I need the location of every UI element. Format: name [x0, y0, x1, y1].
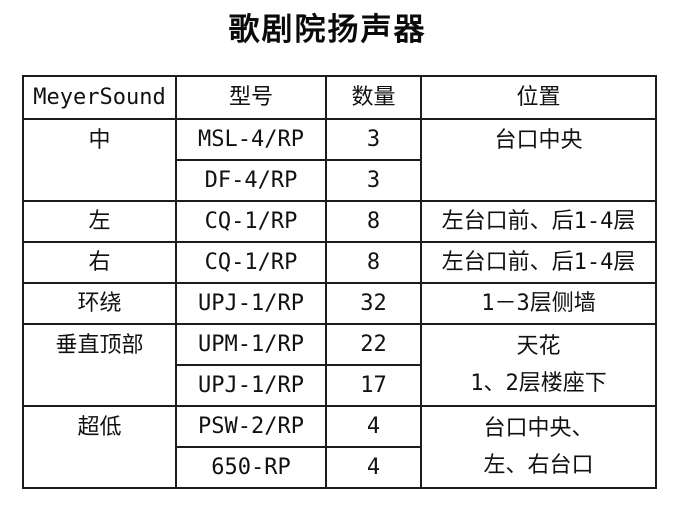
model-cell: PSW-2/RP	[175, 405, 327, 448]
location-cell: 台口中央	[420, 118, 657, 202]
header-row: MeyerSound 型号 数量 位置	[22, 75, 657, 120]
table-row: 中 MSL-4/RP 3 台口中央	[22, 118, 657, 202]
location-cell: 天花 1、2层楼座下	[420, 323, 657, 407]
qty-cell: 3	[325, 159, 422, 202]
document-page: 歌剧院扬声器 MeyerSound 型号 数量 位置 中 MSL-4/RP 3 …	[0, 11, 675, 509]
table-row: 650-RP 4	[23, 446, 656, 489]
location-line: 台口中央、	[483, 416, 594, 441]
table-row: 超低 PSW-2/RP 4 台口中央、 左、右台口	[22, 405, 657, 489]
location-cell: 左台口前、后1-4层	[420, 241, 657, 284]
location-cell: 左台口前、后1-4层	[420, 200, 657, 243]
location-cell: 台口中央、 左、右台口	[420, 405, 657, 489]
table-row: 左 CQ-1/RP 8 左台口前、后1-4层	[22, 200, 657, 243]
header-cell-meyersound: MeyerSound	[22, 75, 177, 120]
table-row: DF-4/RP 3	[23, 159, 656, 202]
page-title: 歌剧院扬声器	[228, 12, 427, 47]
location-line: 左、右台口	[483, 453, 594, 478]
qty-cell: 4	[325, 405, 422, 448]
header-cell-location: 位置	[420, 75, 657, 120]
qty-cell: 3	[325, 118, 422, 161]
qty-cell: 22	[325, 323, 422, 366]
qty-cell: 17	[325, 364, 422, 407]
model-cell: UPJ-1/RP	[175, 282, 327, 325]
location-line: 1、2层楼座下	[470, 371, 607, 396]
header-cell-quantity: 数量	[325, 75, 422, 120]
qty-cell: 32	[325, 282, 422, 325]
category-cell: 右	[22, 241, 177, 284]
category-cell: 环绕	[22, 282, 177, 325]
model-cell: MSL-4/RP	[175, 118, 327, 161]
category-cell: 超低	[22, 405, 177, 489]
model-cell: CQ-1/RP	[175, 200, 327, 243]
speaker-table: MeyerSound 型号 数量 位置 中 MSL-4/RP 3 台口中央 DF…	[22, 75, 657, 489]
model-cell: 650-RP	[175, 446, 327, 489]
category-cell: 垂直顶部	[22, 323, 177, 407]
location-cell: 1－3层侧墙	[420, 282, 657, 325]
qty-cell: 4	[325, 446, 422, 489]
table-row: 环绕 UPJ-1/RP 32 1－3层侧墙	[22, 282, 657, 325]
category-cell: 中	[22, 118, 177, 202]
table-row: 右 CQ-1/RP 8 左台口前、后1-4层	[22, 241, 657, 284]
model-cell: UPJ-1/RP	[175, 364, 327, 407]
model-cell: CQ-1/RP	[175, 241, 327, 284]
qty-cell: 8	[325, 241, 422, 284]
table-row: 垂直顶部 UPM-1/RP 22 天花 1、2层楼座下	[22, 323, 657, 407]
category-cell: 左	[22, 200, 177, 243]
qty-cell: 8	[325, 200, 422, 243]
model-cell: UPM-1/RP	[175, 323, 327, 366]
location-line: 天花	[516, 334, 561, 359]
header-cell-model: 型号	[175, 75, 327, 120]
table-row: UPJ-1/RP 17	[23, 364, 656, 407]
model-cell: DF-4/RP	[175, 159, 327, 202]
